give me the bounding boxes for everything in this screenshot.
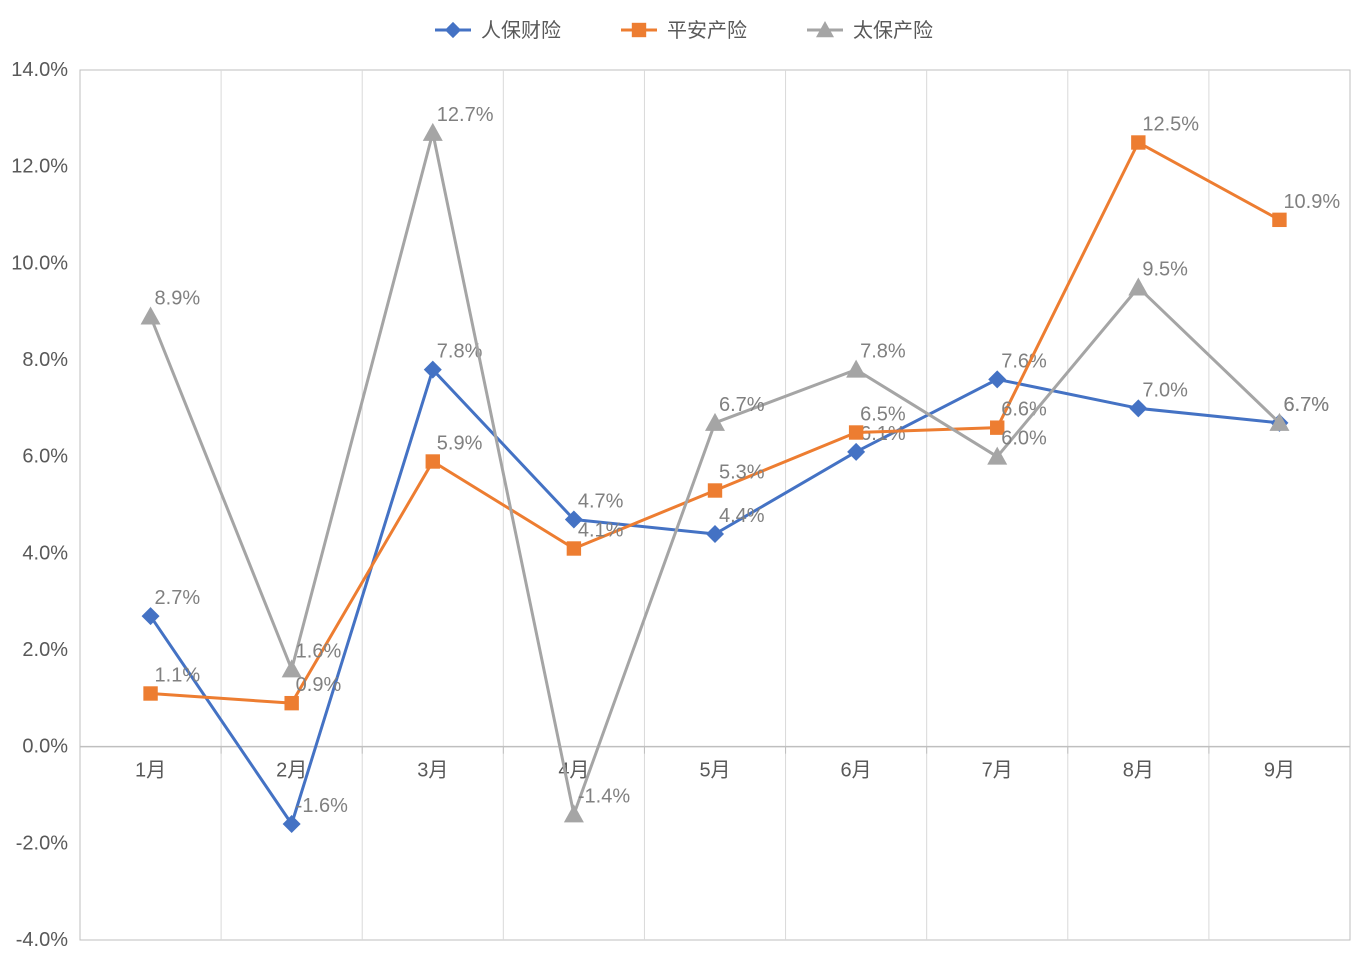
data-label: 10.9%: [1283, 191, 1340, 213]
data-label: 7.6%: [1001, 350, 1047, 372]
data-label: 7.0%: [1142, 379, 1188, 401]
series-marker: [1272, 213, 1286, 227]
data-label: 6.7%: [1283, 394, 1329, 416]
legend-label: 平安产险: [667, 19, 747, 42]
y-tick-label: 14.0%: [11, 59, 68, 81]
data-label: 1.6%: [296, 640, 342, 662]
data-label: 12.7%: [437, 104, 494, 126]
y-tick-label: -4.0%: [16, 929, 68, 951]
data-label: -1.6%: [296, 795, 348, 817]
data-label: 1.1%: [155, 665, 201, 687]
x-tick-label: 5月: [699, 760, 730, 782]
x-tick-label: 1月: [135, 760, 166, 782]
x-tick-label: 6月: [841, 760, 872, 782]
y-tick-label: 10.0%: [11, 252, 68, 274]
data-label: 6.1%: [860, 423, 906, 445]
data-label: 6.5%: [860, 404, 906, 426]
series-marker: [849, 425, 863, 439]
y-tick-label: 2.0%: [22, 639, 68, 661]
data-label: 2.7%: [155, 587, 201, 609]
legend-label: 人保财险: [481, 19, 561, 42]
y-tick-label: 4.0%: [22, 542, 68, 564]
data-label: 8.9%: [155, 288, 201, 310]
x-tick-label: 8月: [1123, 760, 1154, 782]
x-tick-label: 2月: [276, 760, 307, 782]
data-label: 6.0%: [1001, 428, 1047, 450]
y-tick-label: 6.0%: [22, 446, 68, 468]
data-label: 12.5%: [1142, 114, 1199, 136]
data-label: 5.3%: [719, 462, 765, 484]
x-tick-label: 3月: [417, 760, 448, 782]
data-label: 6.7%: [719, 394, 765, 416]
series-marker: [567, 541, 581, 555]
series-marker: [708, 483, 722, 497]
data-label: 5.9%: [437, 433, 483, 455]
data-label: 4.1%: [578, 520, 624, 542]
line-chart: -4.0% -2.0% 0.0% 2.0% 4.0% 6.0% 8.0% 10.0% 12.0%…: [0, 0, 1368, 966]
data-label: 4.4%: [719, 505, 765, 527]
data-label: 4.7%: [578, 491, 624, 513]
y-tick-label: 0.0%: [22, 736, 68, 758]
data-label: 6.6%: [1001, 399, 1047, 421]
series-marker: [426, 454, 440, 468]
y-tick-label: 12.0%: [11, 156, 68, 178]
series-marker: [143, 686, 157, 700]
y-tick-label: -2.0%: [16, 832, 68, 854]
legend-label: 太保产险: [853, 19, 933, 42]
series-marker: [284, 696, 298, 710]
data-label: 0.9%: [296, 674, 342, 696]
x-tick-label: 9月: [1264, 760, 1295, 782]
data-label: 7.8%: [860, 341, 906, 363]
data-label: -1.4%: [578, 785, 630, 807]
chart-svg: -4.0% -2.0% 0.0% 2.0% 4.0% 6.0% 8.0% 10.0% 12.0%…: [0, 0, 1368, 966]
x-tick-label: 7月: [982, 760, 1013, 782]
series-marker: [1131, 135, 1145, 149]
data-label: 9.5%: [1142, 259, 1188, 281]
y-tick-label: 8.0%: [22, 349, 68, 371]
